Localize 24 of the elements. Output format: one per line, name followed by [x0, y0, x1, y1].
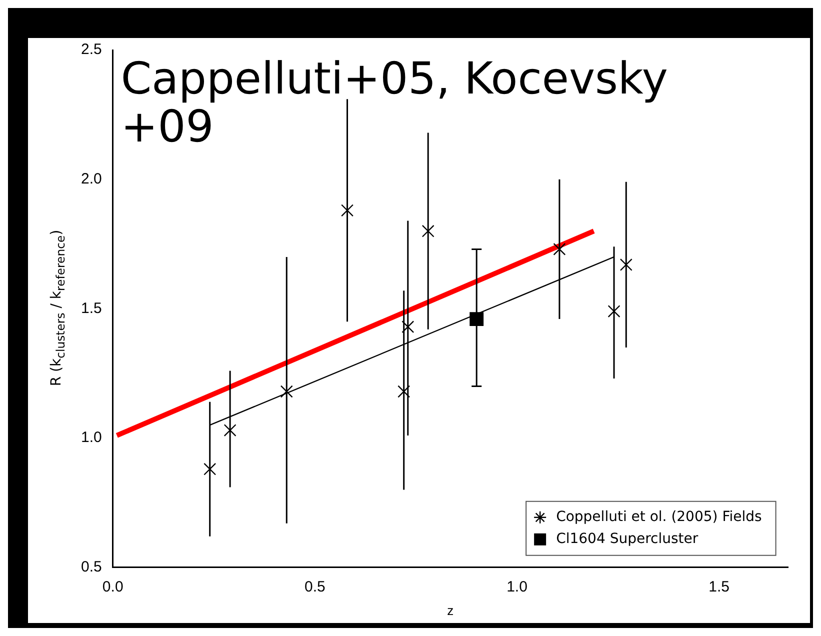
point — [204, 462, 216, 476]
y-tick-label: 2.5 — [80, 41, 102, 58]
y-tick-label: 1.5 — [80, 300, 102, 317]
point — [280, 385, 293, 398]
annotation: Cappelluti+05, Kocevsky +09 — [120, 53, 668, 152]
x-axis-title: z — [447, 602, 454, 618]
y-tick-label: 0.5 — [80, 558, 102, 576]
point — [402, 320, 414, 334]
x-tick-label: 1.5 — [708, 578, 730, 596]
point — [620, 258, 632, 271]
point — [470, 312, 484, 326]
y-tick-label: 1.0 — [80, 429, 102, 446]
x-tick-label: 0.0 — [102, 578, 124, 596]
legend-label: Coppelluti et ol. (2005) Fields — [556, 509, 762, 526]
x-tick-label: 1.0 — [506, 578, 528, 596]
point — [553, 242, 566, 256]
legend-label: Cl1604 Supercluster — [556, 531, 698, 548]
point — [341, 204, 354, 217]
point — [224, 424, 236, 437]
point — [398, 385, 410, 398]
point — [422, 224, 434, 238]
x-tick-label: 0.5 — [304, 578, 326, 596]
y-tick-label: 2.0 — [80, 170, 102, 188]
point — [608, 305, 620, 318]
